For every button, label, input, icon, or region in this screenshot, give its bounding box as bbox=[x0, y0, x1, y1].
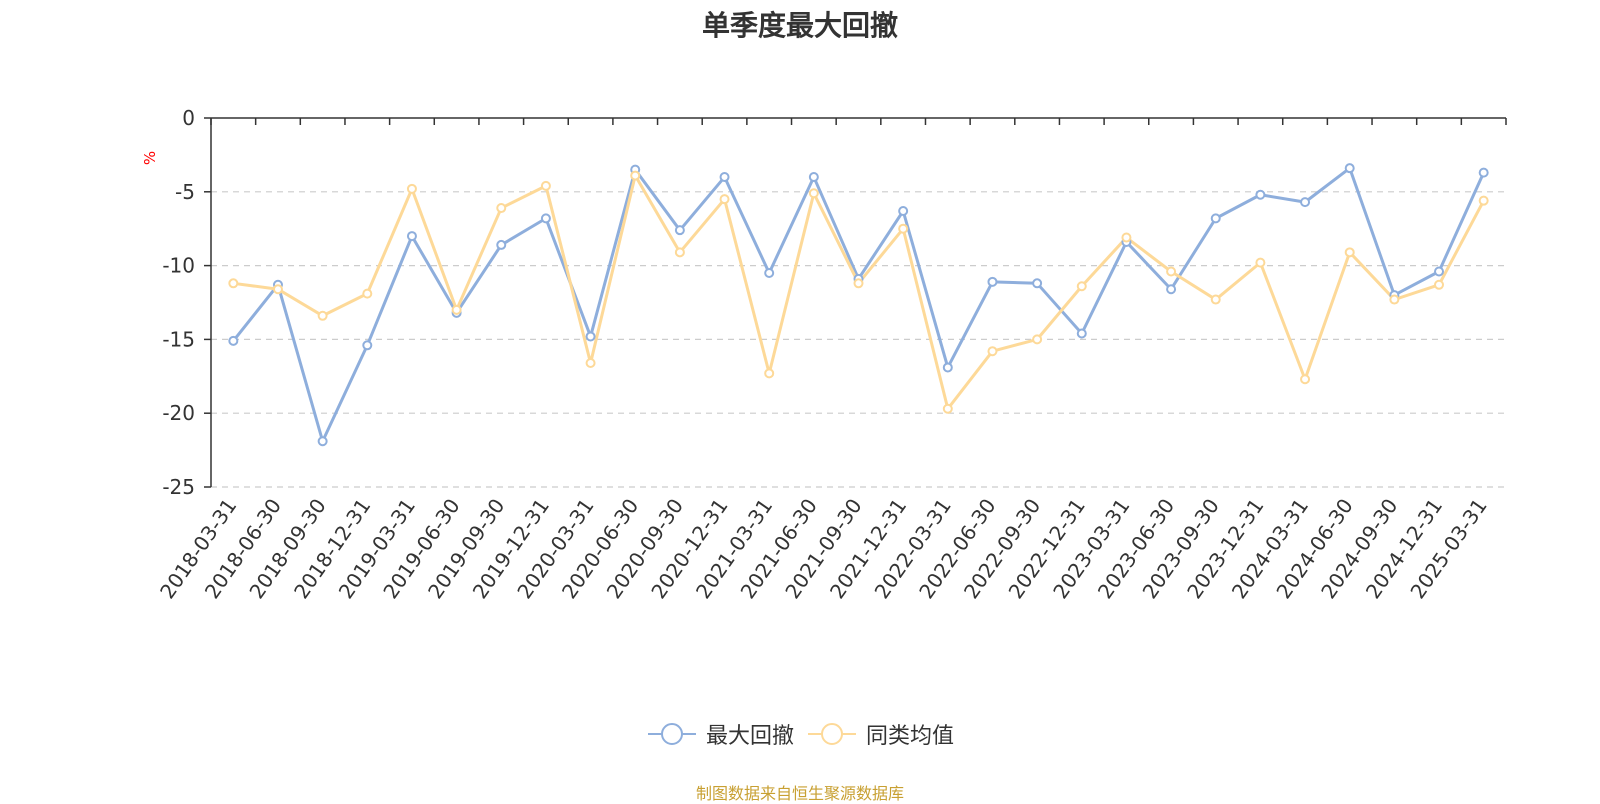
data-point bbox=[764, 267, 775, 278]
data-point bbox=[808, 188, 819, 199]
data-point bbox=[1255, 189, 1266, 200]
legend-label: 同类均值 bbox=[866, 724, 955, 749]
grid-lines bbox=[211, 191, 1506, 488]
data-point bbox=[585, 331, 596, 342]
data-point bbox=[228, 335, 239, 346]
data-point bbox=[1121, 232, 1132, 243]
legend: 最大回撤 同类均值 bbox=[0, 718, 1600, 752]
data-point bbox=[898, 205, 909, 216]
data-point bbox=[719, 172, 730, 183]
y-tick-label: -20 bbox=[162, 401, 195, 425]
data-point bbox=[1210, 213, 1221, 224]
y-tick-label: -15 bbox=[162, 327, 195, 351]
series-line-2 bbox=[233, 174, 1485, 411]
data-point bbox=[1032, 334, 1043, 345]
data-point bbox=[674, 225, 685, 236]
data-point bbox=[1478, 167, 1489, 178]
legend-marker bbox=[821, 723, 843, 745]
data-point bbox=[362, 340, 373, 351]
data-point bbox=[1032, 278, 1043, 289]
data-point bbox=[808, 172, 819, 183]
data-point bbox=[406, 231, 417, 242]
data-point bbox=[317, 436, 328, 447]
data-point bbox=[1210, 294, 1221, 305]
data-point bbox=[942, 362, 953, 373]
data-point bbox=[451, 304, 462, 315]
data-point bbox=[585, 358, 596, 369]
data-point bbox=[1434, 266, 1445, 277]
data-point bbox=[1434, 279, 1445, 290]
data-point bbox=[1076, 328, 1087, 339]
chart-title: 单季度最大回撤 bbox=[701, 9, 898, 42]
data-point bbox=[942, 403, 953, 414]
data-point bbox=[1166, 284, 1177, 295]
legend-marker bbox=[660, 723, 683, 745]
data-point bbox=[719, 194, 730, 205]
data-point bbox=[674, 247, 685, 258]
data-point bbox=[362, 288, 373, 299]
data-point bbox=[1300, 374, 1311, 385]
legend-item-2[interactable]: 同类均值 bbox=[806, 718, 954, 750]
data-point bbox=[1344, 247, 1355, 258]
data-point bbox=[496, 203, 507, 214]
data-point bbox=[853, 278, 864, 289]
data-point bbox=[987, 276, 998, 287]
data-point bbox=[1300, 197, 1311, 208]
data-point bbox=[540, 213, 551, 224]
legend-swatch bbox=[647, 723, 696, 745]
data-point bbox=[630, 170, 641, 181]
data-point bbox=[1076, 281, 1087, 292]
data-point bbox=[898, 223, 909, 234]
data-point bbox=[987, 346, 998, 357]
legend-swatch bbox=[808, 723, 856, 745]
data-point bbox=[1255, 257, 1266, 268]
data-point bbox=[1166, 266, 1177, 277]
y-axis-label: % bbox=[141, 151, 159, 165]
data-point bbox=[1344, 163, 1355, 174]
data-point bbox=[496, 239, 507, 250]
y-tick-label: -25 bbox=[162, 475, 195, 499]
data-point bbox=[406, 183, 417, 194]
y-tick-label: -5 bbox=[175, 180, 195, 204]
data-source-note: 制图数据来自恒生聚源数据库 bbox=[695, 784, 904, 803]
data-point bbox=[1478, 195, 1489, 206]
data-point bbox=[228, 278, 239, 289]
axes bbox=[204, 117, 1507, 488]
data-point bbox=[540, 180, 551, 191]
data-point bbox=[272, 284, 283, 295]
data-point bbox=[1389, 294, 1400, 305]
series-lines bbox=[228, 163, 1489, 447]
data-point bbox=[764, 368, 775, 379]
y-tick-label: -10 bbox=[162, 254, 195, 278]
legend-label: 最大回撤 bbox=[705, 724, 794, 749]
data-point bbox=[317, 310, 328, 321]
y-tick-label: 0 bbox=[182, 106, 195, 130]
legend-item-1[interactable]: 最大回撤 bbox=[646, 718, 794, 750]
